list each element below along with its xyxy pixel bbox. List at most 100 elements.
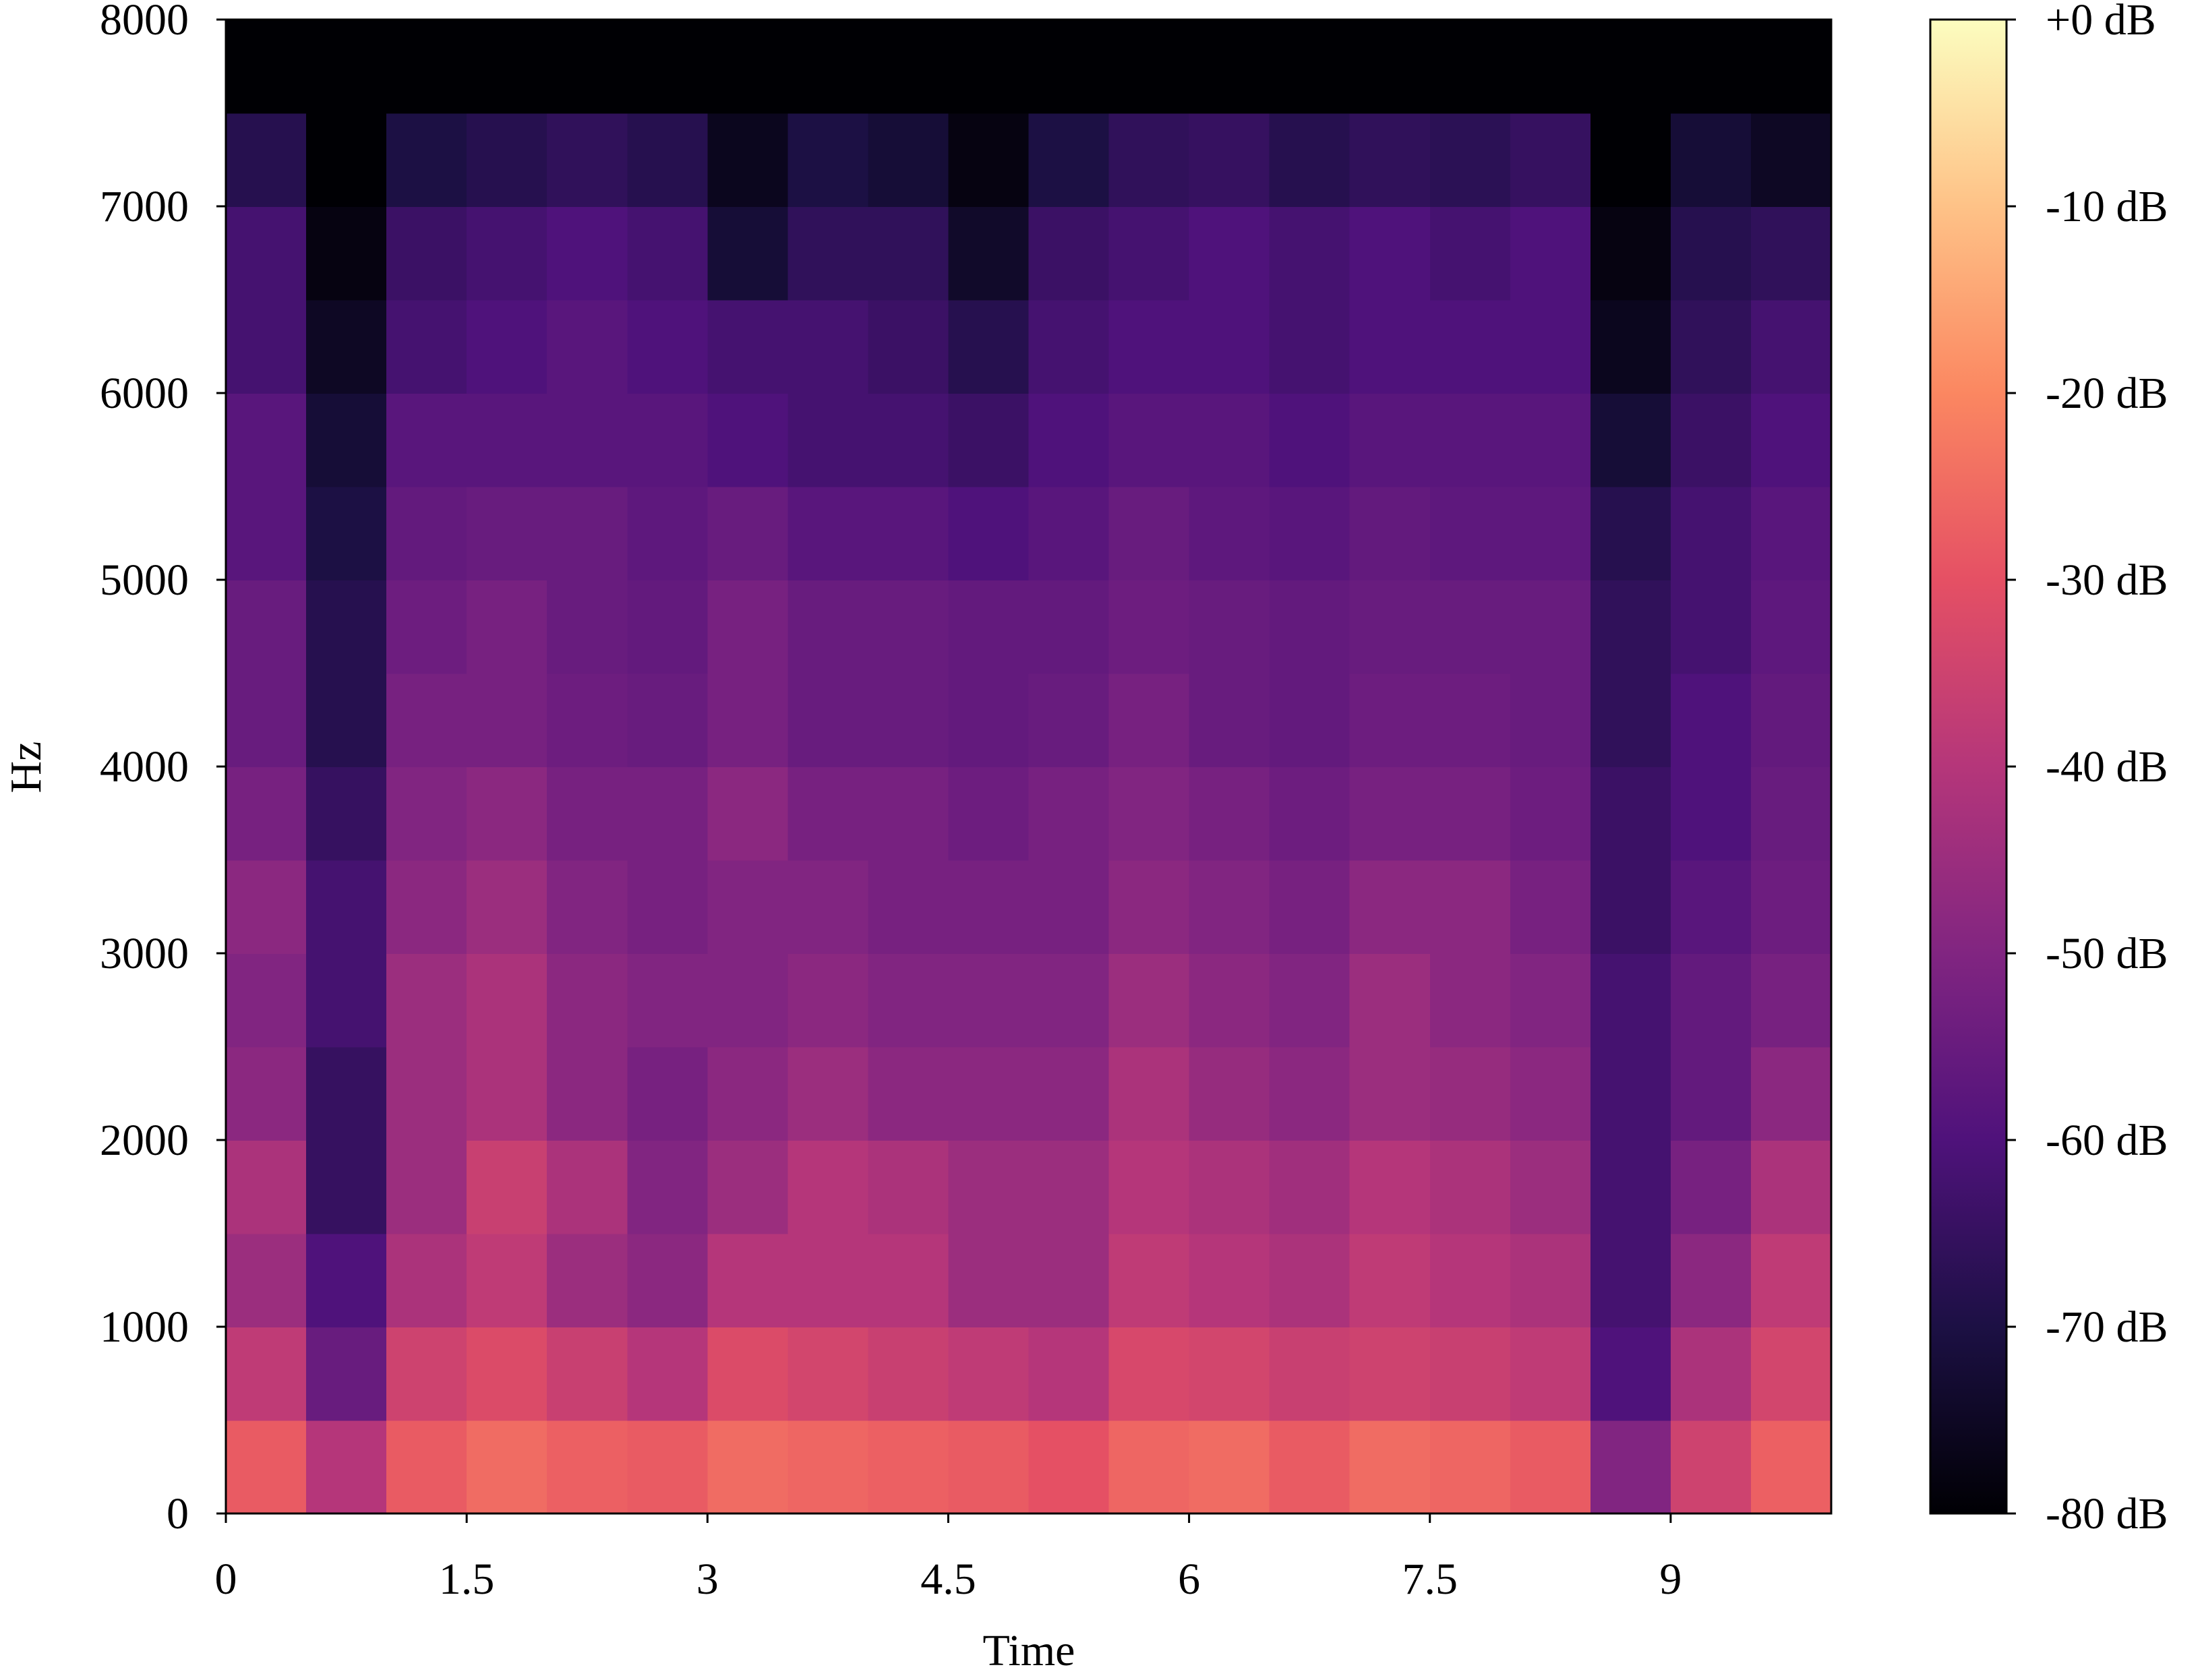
cell xyxy=(226,299,307,394)
cell xyxy=(547,1420,628,1514)
cell xyxy=(306,860,387,954)
cell xyxy=(627,580,709,674)
cell xyxy=(707,673,789,767)
cell xyxy=(787,486,869,580)
cell xyxy=(1429,580,1511,674)
cell xyxy=(1750,1233,1832,1327)
cell xyxy=(306,1233,387,1327)
cell xyxy=(1429,299,1511,394)
cell xyxy=(1269,767,1350,861)
cell xyxy=(1108,953,1190,1048)
cell xyxy=(707,20,789,114)
cell xyxy=(1590,20,1671,114)
cell xyxy=(1670,673,1752,767)
cell xyxy=(1108,1327,1190,1421)
cell xyxy=(1670,860,1752,954)
cell xyxy=(948,1233,1030,1327)
cell xyxy=(1349,299,1431,394)
cell xyxy=(1670,1046,1752,1141)
cell xyxy=(627,393,709,487)
cell xyxy=(1028,1046,1110,1141)
cell xyxy=(467,953,547,1048)
cell xyxy=(868,1420,949,1514)
cell xyxy=(1429,1420,1511,1514)
cell xyxy=(1670,20,1752,114)
cell xyxy=(1108,393,1190,487)
cell xyxy=(868,1140,949,1234)
cell xyxy=(547,206,628,301)
cell xyxy=(1269,299,1350,394)
cell xyxy=(547,486,628,580)
cell xyxy=(627,953,709,1048)
cell xyxy=(1269,673,1350,767)
cell xyxy=(868,486,949,580)
cell xyxy=(868,1233,949,1327)
cell xyxy=(1269,1046,1350,1141)
cell xyxy=(627,673,709,767)
cell xyxy=(547,1140,628,1234)
cell xyxy=(707,1140,789,1234)
cell xyxy=(1670,206,1752,301)
cell xyxy=(787,953,869,1048)
cell xyxy=(627,20,709,114)
cell xyxy=(1510,20,1591,114)
cell xyxy=(547,860,628,954)
cell xyxy=(1670,486,1752,580)
cell xyxy=(1670,1420,1752,1514)
cell xyxy=(386,1046,467,1141)
x-tick-label: 9 xyxy=(1659,1555,1682,1604)
cell xyxy=(1189,767,1270,861)
cell xyxy=(787,580,869,674)
cell xyxy=(306,1046,387,1141)
cell xyxy=(1750,953,1832,1048)
y-tick-label: 4000 xyxy=(100,742,189,791)
cell xyxy=(1750,206,1832,301)
cell xyxy=(1349,673,1431,767)
colorbar-tick-label: -80 dB xyxy=(2046,1489,2168,1538)
cell xyxy=(948,580,1030,674)
cell xyxy=(306,486,387,580)
cell xyxy=(1750,673,1832,767)
cell xyxy=(707,580,789,674)
cell xyxy=(948,113,1030,207)
cell xyxy=(1590,486,1671,580)
cell xyxy=(1269,1140,1350,1234)
cell xyxy=(1269,486,1350,580)
cell xyxy=(707,1233,789,1327)
cell xyxy=(386,299,467,394)
cell xyxy=(1750,1046,1832,1141)
y-tick-label: 7000 xyxy=(100,182,189,231)
cell xyxy=(306,393,387,487)
cell xyxy=(1510,393,1591,487)
cell xyxy=(1108,673,1190,767)
cell xyxy=(1429,860,1511,954)
cell xyxy=(1510,580,1591,674)
cell xyxy=(1349,393,1431,487)
cell xyxy=(547,299,628,394)
cell xyxy=(787,206,869,301)
cell xyxy=(1189,1420,1270,1514)
cell xyxy=(306,953,387,1048)
cell xyxy=(386,1327,467,1421)
cell xyxy=(1670,1233,1752,1327)
cell xyxy=(868,1046,949,1141)
cell xyxy=(467,860,547,954)
cell xyxy=(1108,1140,1190,1234)
cell xyxy=(1269,1233,1350,1327)
colorbar-tick-label: -30 dB xyxy=(2046,556,2168,605)
cell xyxy=(226,1233,307,1327)
cell xyxy=(467,299,547,394)
cell xyxy=(1189,1327,1270,1421)
cell xyxy=(1429,486,1511,580)
cell xyxy=(226,1140,307,1234)
cell xyxy=(1269,113,1350,207)
cell xyxy=(386,953,467,1048)
cell xyxy=(1590,580,1671,674)
cell xyxy=(306,767,387,861)
cell xyxy=(1028,206,1110,301)
cell xyxy=(1590,953,1671,1048)
cell xyxy=(707,860,789,954)
cell xyxy=(467,486,547,580)
cell xyxy=(467,673,547,767)
